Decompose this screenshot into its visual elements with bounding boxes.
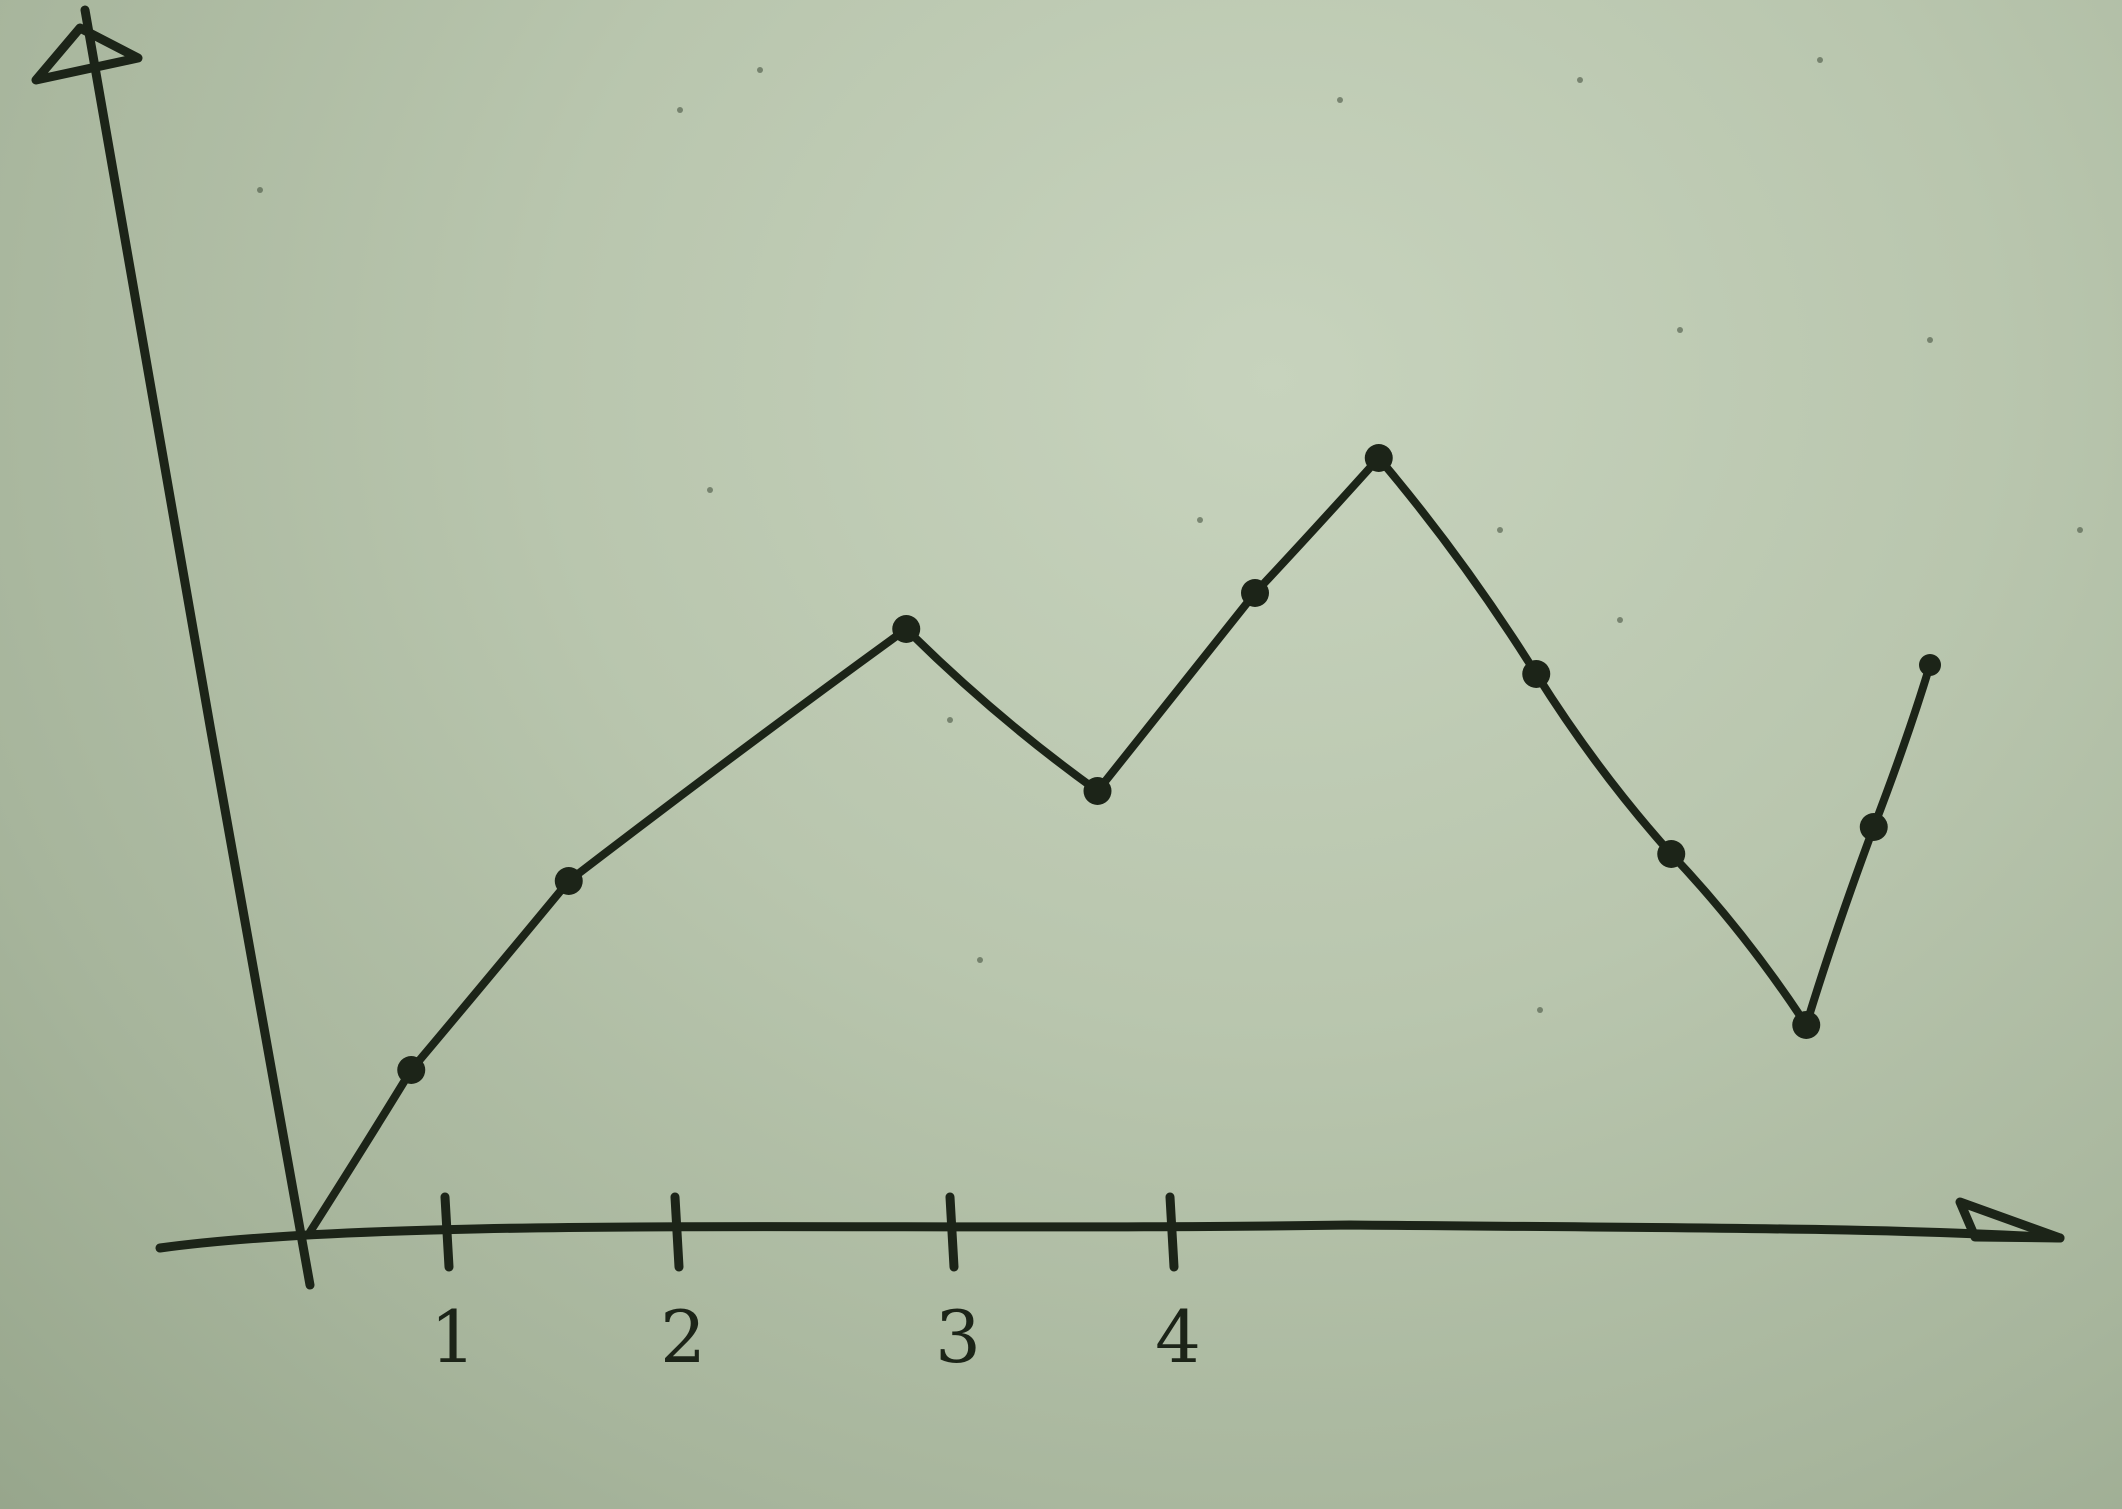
paper-speck: [977, 957, 983, 963]
data-point: [397, 1056, 426, 1084]
x-tick-labels: 1 2 3 4: [430, 1295, 1201, 1379]
series-path: [306, 454, 1934, 1236]
data-point: [1919, 654, 1941, 676]
x-ticks: [440, 1192, 1179, 1272]
paper-speck: [1197, 517, 1203, 523]
paper-speck: [947, 717, 953, 723]
x-tick-mark: [670, 1192, 684, 1272]
paper-speck: [1497, 527, 1503, 533]
paper-specks: [257, 57, 2083, 1013]
paper-speck: [1927, 337, 1933, 343]
data-point: [1083, 777, 1112, 805]
x-tick-mark: [440, 1192, 454, 1272]
paper-speck: [257, 187, 263, 193]
data-point: [892, 615, 921, 643]
y-axis-line: [80, 5, 315, 1290]
paper-speck: [677, 107, 683, 113]
x-tick-label: 1: [430, 1295, 476, 1379]
data-point: [1522, 660, 1551, 688]
x-axis-line: [155, 1220, 2065, 1253]
paper-speck: [1337, 97, 1343, 103]
x-axis-arrowhead: [1955, 1197, 2065, 1243]
series-line: [306, 454, 1934, 1236]
y-axis-arrowhead: [31, 23, 143, 85]
paper-speck: [757, 67, 763, 73]
x-tick-mark: [1165, 1192, 1179, 1272]
x-tick-label: 2: [660, 1295, 706, 1379]
data-point: [554, 867, 583, 895]
data-point: [1241, 579, 1269, 607]
paper-speck: [1817, 57, 1823, 63]
paper-speck: [1577, 77, 1583, 83]
x-tick-label: 3: [935, 1295, 981, 1379]
data-point: [1657, 840, 1686, 868]
paper-speck: [1617, 617, 1623, 623]
paper-speck: [707, 487, 713, 493]
paper-speck: [1537, 1007, 1543, 1013]
paper-speck: [2077, 527, 2083, 533]
x-tick-label: 4: [1155, 1295, 1201, 1379]
x-tick-mark: [945, 1192, 959, 1272]
data-points: [397, 444, 1941, 1084]
data-point: [1792, 1011, 1821, 1039]
data-point: [1859, 813, 1888, 841]
data-point: [1364, 444, 1393, 472]
paper-speck: [1677, 327, 1683, 333]
